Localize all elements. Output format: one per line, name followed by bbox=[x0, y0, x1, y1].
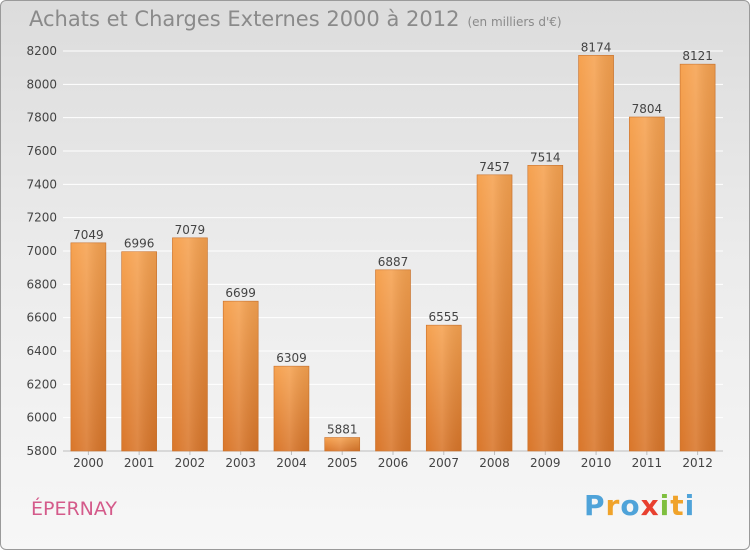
y-tick-label: 5800 bbox=[26, 444, 57, 458]
logo-letter: i bbox=[659, 489, 671, 522]
y-tick-label: 6200 bbox=[26, 377, 57, 391]
y-tick-label: 6800 bbox=[26, 277, 57, 291]
x-tick-label: 2002 bbox=[175, 456, 206, 470]
chart-title: Achats et Charges Externes 2000 à 2012 (e… bbox=[29, 7, 562, 31]
data-label: 7804 bbox=[632, 102, 663, 116]
x-tick-label: 2001 bbox=[124, 456, 155, 470]
x-tick-label: 2004 bbox=[276, 456, 307, 470]
x-tick-label: 2006 bbox=[378, 456, 409, 470]
y-tick-label: 6000 bbox=[26, 411, 57, 425]
y-tick-label: 7800 bbox=[26, 111, 57, 125]
y-tick-label: 7000 bbox=[26, 244, 57, 258]
bar-2005 bbox=[324, 437, 361, 452]
chart-title-text: Achats et Charges Externes 2000 à 2012 bbox=[29, 7, 460, 31]
x-tick-label: 2012 bbox=[682, 456, 713, 470]
bar-2009 bbox=[527, 165, 564, 452]
y-tick-label: 7200 bbox=[26, 211, 57, 225]
bar-2001 bbox=[121, 251, 157, 452]
y-tick-label: 8000 bbox=[26, 77, 57, 91]
data-label: 6555 bbox=[428, 310, 459, 324]
y-tick-label: 6400 bbox=[26, 344, 57, 358]
data-label: 8121 bbox=[682, 49, 713, 63]
y-tick-label: 6600 bbox=[26, 311, 57, 325]
bar-2007 bbox=[425, 324, 462, 452]
x-tick-label: 2003 bbox=[225, 456, 256, 470]
bar-2011 bbox=[629, 116, 665, 452]
bar-2008 bbox=[476, 174, 513, 452]
logo-letter: r bbox=[605, 489, 621, 522]
data-label: 6309 bbox=[276, 351, 307, 365]
chart-subtitle: (en milliers d'€) bbox=[467, 15, 562, 29]
logo-letter: P bbox=[584, 489, 606, 522]
data-label: 8174 bbox=[581, 40, 612, 54]
x-tick-label: 2007 bbox=[428, 456, 459, 470]
x-tick-label: 2000 bbox=[73, 456, 104, 470]
bar-2004 bbox=[273, 365, 310, 452]
proxiti-logo: Proxiti bbox=[584, 489, 695, 522]
data-label: 6887 bbox=[378, 255, 409, 269]
logo-letter: i bbox=[684, 489, 696, 522]
y-tick-label: 7600 bbox=[26, 144, 57, 158]
data-label: 7457 bbox=[479, 160, 510, 174]
logo-letter: x bbox=[640, 489, 660, 522]
bar-2000 bbox=[70, 242, 107, 452]
x-tick-label: 2005 bbox=[327, 456, 358, 470]
x-tick-label: 2010 bbox=[581, 456, 612, 470]
y-tick-label: 8200 bbox=[26, 44, 57, 58]
x-tick-label: 2009 bbox=[530, 456, 561, 470]
data-label: 7514 bbox=[530, 150, 561, 164]
logo-letter: o bbox=[620, 489, 641, 522]
location-label: ÉPERNAY bbox=[31, 498, 118, 520]
bar-2002 bbox=[172, 237, 208, 452]
logo-letter: t bbox=[670, 489, 685, 522]
data-label: 5881 bbox=[327, 423, 358, 437]
data-label: 7079 bbox=[175, 223, 206, 237]
bar-2003 bbox=[222, 300, 259, 452]
data-label: 7049 bbox=[73, 228, 104, 242]
x-tick-label: 2011 bbox=[632, 456, 663, 470]
bar-2012 bbox=[679, 63, 716, 452]
data-label: 6699 bbox=[225, 286, 256, 300]
y-tick-label: 7400 bbox=[26, 177, 57, 191]
x-tick-label: 2008 bbox=[479, 456, 510, 470]
bar-2010 bbox=[578, 55, 614, 452]
data-label: 6996 bbox=[124, 237, 155, 251]
bar-2006 bbox=[375, 269, 411, 452]
